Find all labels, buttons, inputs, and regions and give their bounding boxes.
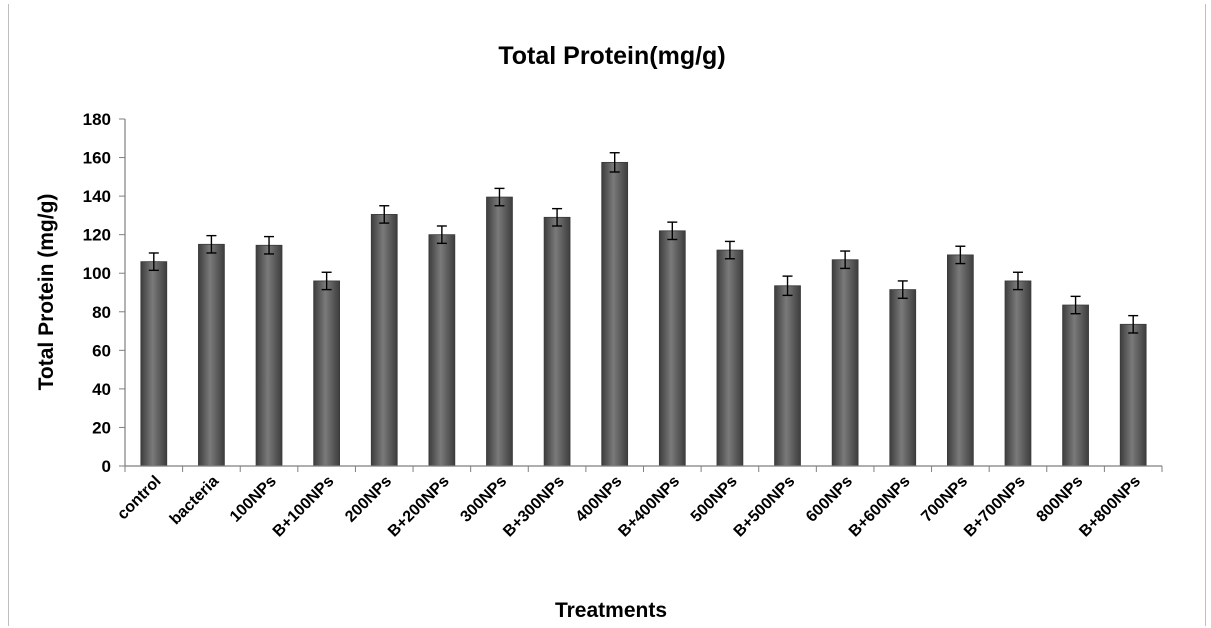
error-bar-B+100NPs xyxy=(321,271,332,291)
y-tick-label: 60 xyxy=(92,341,111,360)
x-tick-label: B+600NPs xyxy=(846,473,914,541)
error-bar-B+300NPs xyxy=(552,207,563,227)
error-bar-800NPs xyxy=(1070,295,1081,315)
error-bar-control xyxy=(148,252,159,272)
bar-B+500NPs xyxy=(774,285,801,467)
error-bar-500NPs xyxy=(724,240,735,260)
error-bar-300NPs xyxy=(494,187,505,207)
bar-600NPs xyxy=(831,259,859,467)
bar-800NPs xyxy=(1062,304,1089,467)
x-tick-label: B+400NPs xyxy=(615,473,683,541)
error-bar-B+800NPs xyxy=(1128,314,1139,334)
error-bar-B+200NPs xyxy=(436,225,447,245)
x-tick-label: 200NPs xyxy=(342,473,395,526)
x-tick-label: 700NPs xyxy=(918,473,971,526)
x-tick-label: bacteria xyxy=(167,473,222,528)
bar-control xyxy=(140,261,168,467)
error-bar-B+400NPs xyxy=(667,221,678,241)
bar-bacteria xyxy=(198,243,225,467)
x-tick-label: B+800NPs xyxy=(1076,473,1144,541)
bar-700NPs xyxy=(946,254,974,467)
error-bar-B+600NPs xyxy=(897,280,908,299)
x-tick-label: B+300NPs xyxy=(500,473,568,541)
chart-title: Total Protein(mg/g) xyxy=(498,42,725,70)
y-tick-label: 80 xyxy=(92,303,111,322)
y-tick-label: 40 xyxy=(92,380,111,399)
bar-B+600NPs xyxy=(889,289,917,467)
bar-B+400NPs xyxy=(658,230,686,467)
x-tick-label: 400NPs xyxy=(573,473,626,526)
error-bar-700NPs xyxy=(955,245,966,265)
x-tick-label: 600NPs xyxy=(803,473,856,526)
y-tick-label: 100 xyxy=(83,264,111,283)
y-axis-title: Total Protein (mg/g) xyxy=(35,194,58,391)
chart-frame xyxy=(8,4,1206,626)
y-axis-ticks: 0 20 40 60 80 100 120 140 160 180 xyxy=(83,110,125,476)
x-tick-label: B+200NPs xyxy=(385,473,453,541)
bar-B+200NPs xyxy=(428,234,456,467)
bar-300NPs xyxy=(486,196,513,467)
error-bar-bacteria xyxy=(206,234,217,254)
x-tick-label: 800NPs xyxy=(1034,473,1087,526)
bar-200NPs xyxy=(370,214,398,467)
bars xyxy=(140,161,1147,467)
error-bar-B+700NPs xyxy=(1012,271,1023,291)
error-bar-400NPs xyxy=(609,152,620,173)
y-tick-label: 160 xyxy=(83,149,111,168)
x-tick-label: 300NPs xyxy=(457,473,510,526)
error-bar-100NPs xyxy=(264,235,275,255)
error-bar-200NPs xyxy=(379,205,390,224)
error-bar-B+500NPs xyxy=(782,275,793,297)
error-bars xyxy=(148,152,1139,334)
x-tick-label: 100NPs xyxy=(227,473,280,526)
bar-B+700NPs xyxy=(1004,280,1032,467)
bar-400NPs xyxy=(601,161,629,467)
bar-B+300NPs xyxy=(543,216,571,467)
y-tick-label: 140 xyxy=(83,187,111,206)
y-tick-label: 120 xyxy=(83,226,111,245)
y-tick-label: 20 xyxy=(92,418,111,437)
axes xyxy=(124,119,1163,472)
y-tick-label: 180 xyxy=(83,110,111,129)
x-tick-label: B+700NPs xyxy=(961,473,1029,541)
bar-100NPs xyxy=(255,244,283,467)
bar-B+100NPs xyxy=(313,280,341,467)
x-tick-label: control xyxy=(114,473,164,523)
error-bar-600NPs xyxy=(840,250,851,270)
x-axis-title: Treatments xyxy=(555,599,667,622)
x-tick-label: B+100NPs xyxy=(270,473,338,541)
x-tick-label: B+500NPs xyxy=(731,473,799,541)
bar-500NPs xyxy=(716,249,744,467)
y-tick-label: 0 xyxy=(102,457,111,476)
bar-B+800NPs xyxy=(1119,323,1147,467)
x-tick-label: 500NPs xyxy=(688,473,741,526)
